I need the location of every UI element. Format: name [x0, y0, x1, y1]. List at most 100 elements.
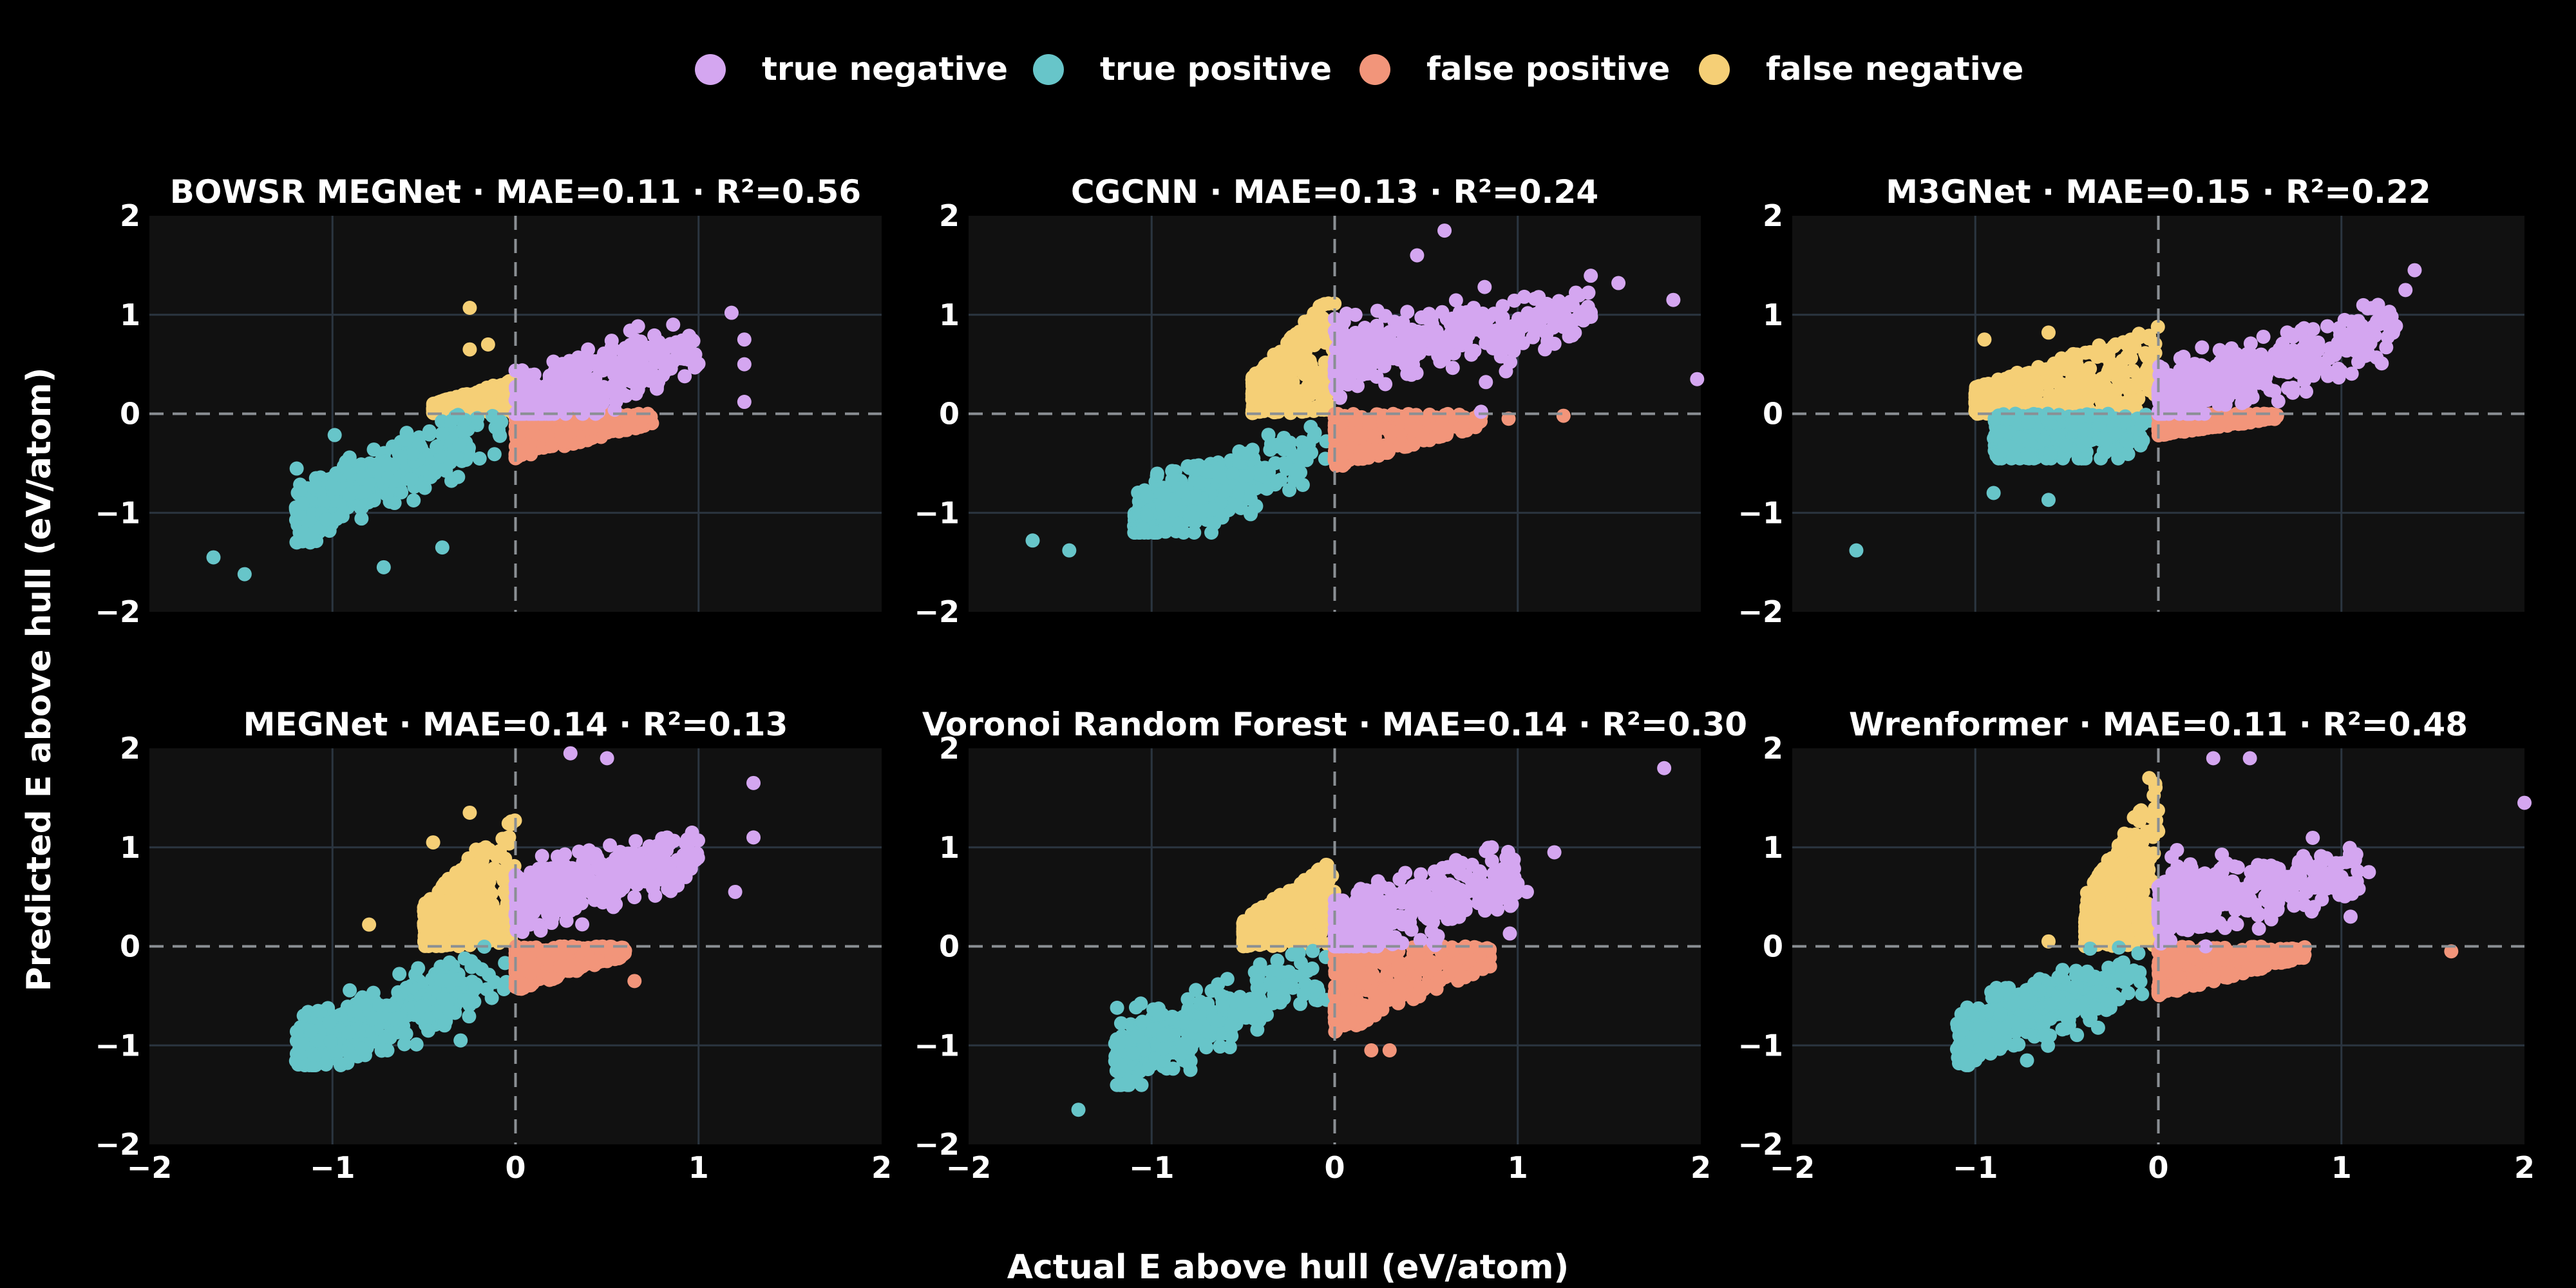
point-true-negative — [2349, 343, 2364, 357]
point-true-negative — [515, 366, 530, 381]
point-true-positive — [293, 477, 308, 492]
point-false-positive — [607, 419, 621, 434]
point-true-positive — [2071, 451, 2086, 466]
point-false-negative — [1303, 316, 1318, 331]
point-true-negative — [510, 388, 525, 403]
point-false-negative — [492, 386, 507, 401]
point-true-positive — [1252, 467, 1267, 482]
point-true-positive — [2133, 436, 2148, 451]
point-false-negative — [419, 926, 433, 941]
point-false-negative — [463, 877, 478, 892]
point-false-negative — [1288, 386, 1303, 401]
point-true-positive — [1278, 456, 1293, 471]
point-true-negative — [1477, 279, 1492, 294]
point-false-negative — [2117, 364, 2132, 379]
point-false-positive — [511, 430, 526, 444]
point-true-positive — [354, 511, 369, 526]
point-true-negative — [2366, 319, 2381, 334]
point-true-negative — [1546, 308, 1561, 323]
point-true-negative — [687, 360, 702, 375]
point-true-positive — [2043, 446, 2058, 461]
point-false-positive — [2222, 413, 2237, 428]
y-tick-label: 0 — [120, 397, 140, 431]
point-true-positive — [452, 437, 467, 452]
point-true-negative — [1350, 379, 1365, 393]
point-true-negative — [2178, 383, 2193, 398]
point-true-negative — [528, 377, 543, 392]
legend: true negative true positive false positive… — [695, 50, 2023, 88]
point-outlier — [1437, 223, 1452, 238]
point-true-positive — [1182, 460, 1197, 475]
point-true-negative — [539, 384, 554, 399]
point-true-negative — [1495, 313, 1510, 328]
legend-label-2: false positive — [1426, 50, 1670, 88]
point-false-positive — [1361, 446, 1376, 460]
point-true-negative — [649, 381, 664, 396]
point-true-negative — [1558, 321, 1573, 336]
point-true-negative — [1393, 319, 1408, 334]
point-true-positive — [304, 506, 319, 521]
point-true-negative — [533, 406, 547, 421]
point-false-negative — [2123, 332, 2138, 347]
point-false-positive — [1437, 425, 1452, 440]
point-true-positive — [2058, 438, 2073, 453]
point-true-negative — [2379, 340, 2394, 355]
point-true-positive — [406, 493, 421, 508]
point-true-negative — [1479, 317, 1493, 332]
point-true-positive — [494, 415, 509, 430]
point-false-positive — [1379, 440, 1394, 455]
point-true-negative — [1517, 289, 1531, 304]
point-true-positive — [1243, 491, 1258, 506]
point-true-positive — [1270, 474, 1285, 489]
point-outlier — [1986, 486, 2001, 500]
point-false-negative — [455, 894, 470, 909]
point-false-positive — [1423, 408, 1437, 423]
point-true-negative — [2256, 329, 2271, 344]
point-true-positive — [1230, 485, 1245, 500]
point-false-positive — [1329, 459, 1343, 473]
point-outlier — [1690, 372, 1705, 386]
point-false-negative — [481, 882, 496, 896]
point-true-positive — [430, 439, 444, 454]
point-outlier — [1410, 248, 1425, 263]
point-true-negative — [1376, 327, 1390, 342]
point-true-positive — [456, 426, 471, 440]
point-true-positive — [2092, 417, 2107, 432]
point-false-positive — [2246, 409, 2261, 424]
panel-title: CGCNN · MAE=0.13 · R²=0.24 — [1071, 173, 1598, 211]
point-true-positive — [399, 433, 413, 448]
point-true-negative — [1581, 285, 1596, 300]
y-tick-label: −2 — [1738, 594, 1783, 629]
legend-marker-2 — [1359, 54, 1390, 85]
point-true-negative — [2253, 374, 2268, 389]
point-true-negative — [2320, 368, 2335, 383]
point-true-positive — [417, 480, 432, 495]
point-outlier — [737, 332, 752, 347]
legend-marker-1 — [1033, 54, 1064, 85]
point-true-positive — [2036, 432, 2051, 447]
point-false-positive — [1362, 415, 1377, 430]
point-false-negative — [454, 936, 469, 951]
point-false-negative — [440, 880, 455, 895]
point-true-negative — [1448, 293, 1463, 308]
point-true-positive — [451, 469, 466, 484]
point-true-positive — [354, 485, 368, 500]
point-true-positive — [2078, 422, 2092, 437]
point-true-positive — [1193, 475, 1208, 490]
point-true-positive — [1244, 507, 1258, 522]
point-true-negative — [1531, 290, 1546, 305]
point-false-negative — [473, 399, 488, 414]
point-outlier — [2041, 325, 2056, 340]
legend-label-0: true negative — [762, 50, 1008, 88]
point-true-positive — [367, 460, 382, 475]
point-false-positive — [1334, 428, 1349, 442]
point-true-positive — [1993, 424, 2007, 439]
point-true-negative — [1349, 343, 1363, 358]
point-false-negative — [1306, 401, 1321, 416]
point-true-positive — [435, 426, 450, 441]
point-outlier — [1584, 309, 1598, 324]
point-true-positive — [422, 424, 437, 439]
y-tick-label: −1 — [1738, 495, 1783, 530]
point-true-positive — [342, 488, 357, 502]
